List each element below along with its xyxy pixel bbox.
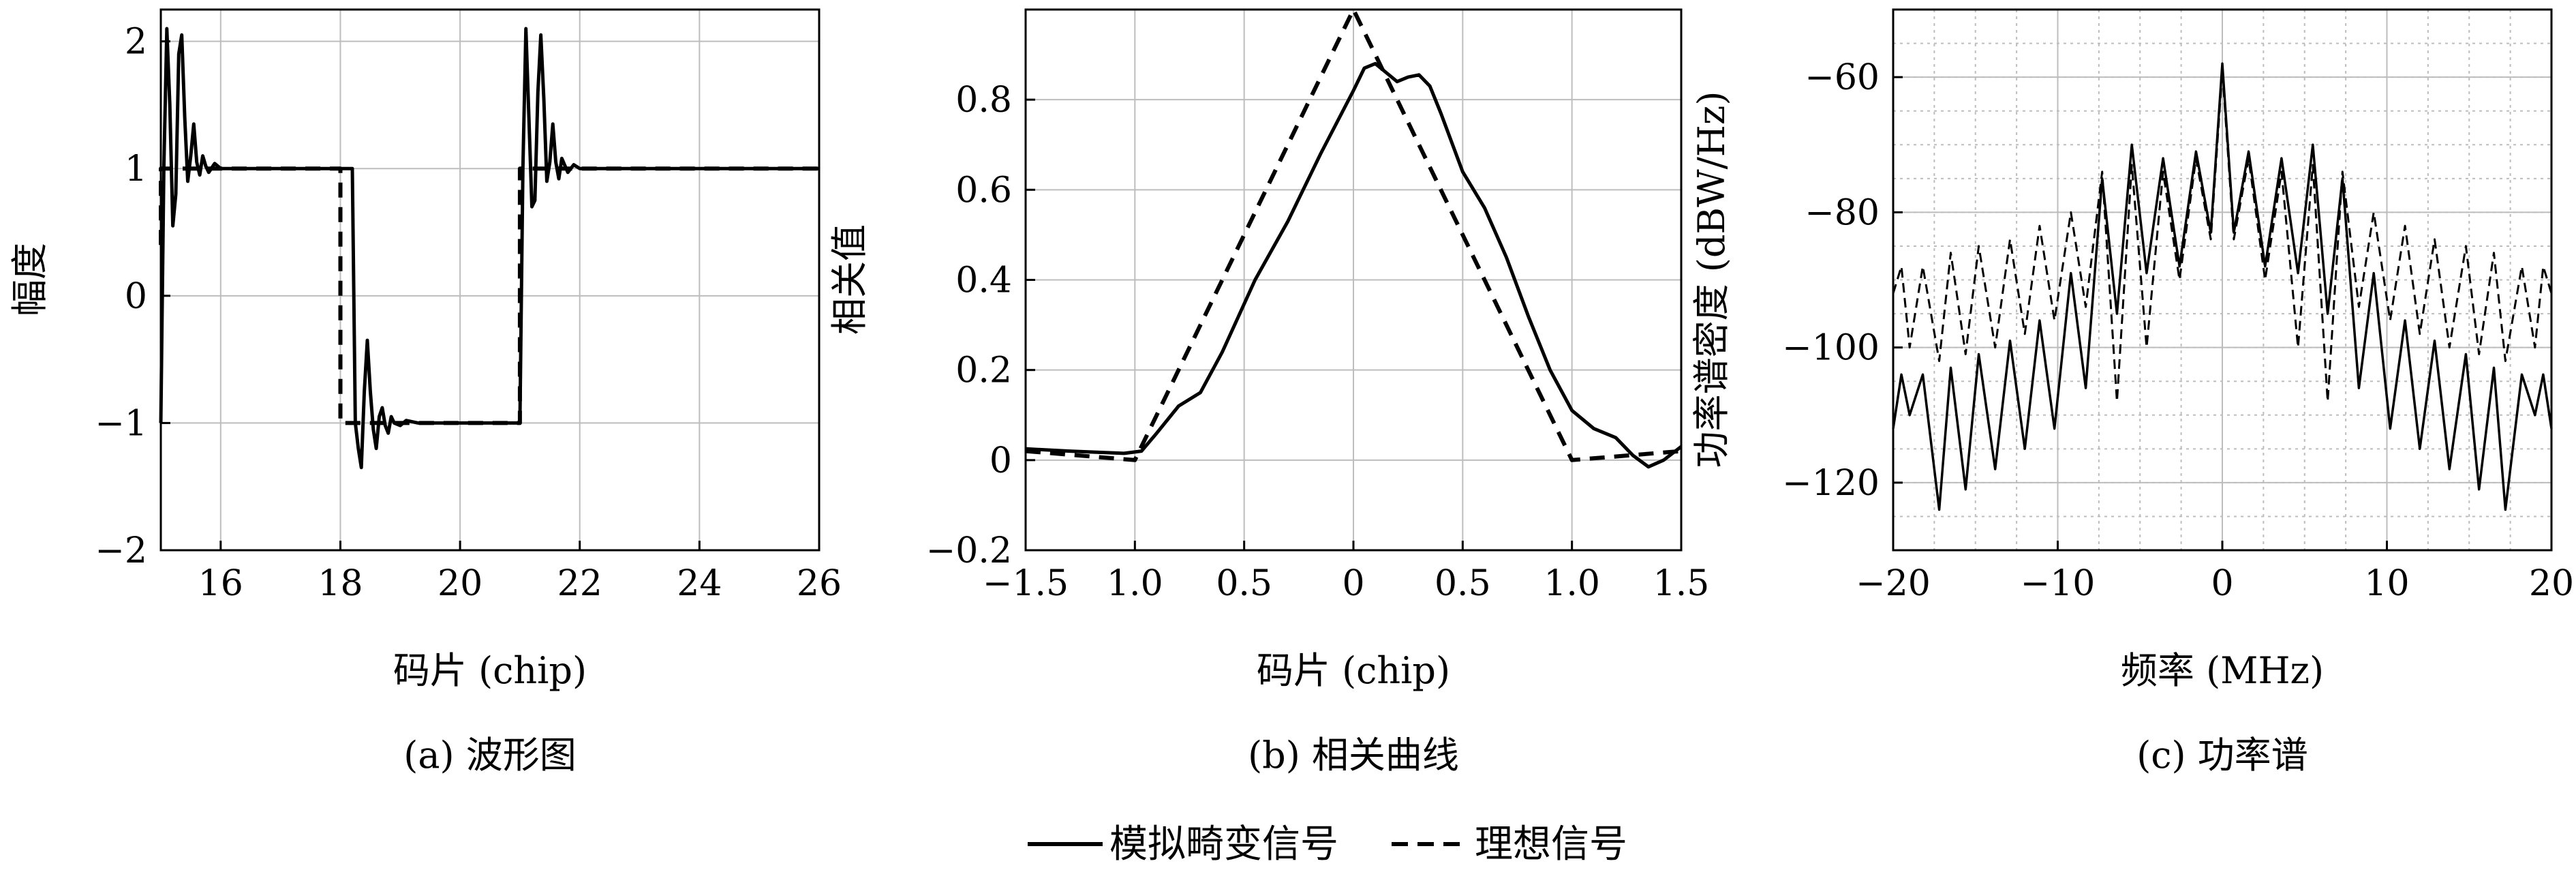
waveform-plot-frame <box>159 8 821 552</box>
waveform-x-tick-label: 16 <box>198 563 243 604</box>
waveform-ticks: 16 18 20 22 24 26 −2 −1 0 1 2 <box>95 22 842 604</box>
waveform-y-axis-label: 幅度 <box>8 243 51 316</box>
psd-panel: −20 −10 0 10 20−60−80−100−120 频率 (MHz) 功率谱密度… <box>1690 8 2574 777</box>
psd-ticks: −20 −10 0 10 20−60−80−100−120 <box>1782 57 2574 604</box>
correlation-x-axis-label: 码片 (chip) <box>1257 649 1450 692</box>
correlation-x-tick-label: −1.5 <box>983 563 1069 604</box>
waveform-grid <box>161 10 820 551</box>
psd-series-distorted-line <box>1892 62 2553 511</box>
legend: 模拟畸变信号 理想信号 <box>1028 822 1627 867</box>
correlation-x-tick-label: 0.5 <box>1216 563 1272 604</box>
psd-y-tick-label: −80 <box>1805 192 1880 233</box>
correlation-y-tick-label: 0.2 <box>955 350 1012 391</box>
psd-y-tick-label: −60 <box>1805 57 1880 98</box>
waveform-y-tick-label: 2 <box>125 22 147 63</box>
psd-x-tick-label: −10 <box>2021 563 2096 604</box>
waveform-y-tick-label: −1 <box>95 403 147 444</box>
waveform-y-tick-label: 1 <box>125 149 147 190</box>
waveform-x-tick-label: 24 <box>677 563 722 604</box>
psd-x-tick-label: −20 <box>1856 563 1931 604</box>
correlation-ticks: −1.5 1.0 0.5 0 0.5 1.0 1.5 −0.2 0 0.2 0.4 0.6 0.8 <box>926 80 1710 604</box>
waveform-x-tick-label: 22 <box>557 563 602 604</box>
waveform-x-axis-label: 码片 (chip) <box>393 649 587 692</box>
psd-x-tick-label: 10 <box>2364 563 2409 604</box>
correlation-y-tick-label: 0.8 <box>955 80 1012 121</box>
waveform-y-tick-label: 0 <box>125 276 147 317</box>
waveform-x-tick-label: 26 <box>797 563 842 604</box>
psd-x-tick-label: 0 <box>2211 563 2233 604</box>
psd-y-tick-label: −100 <box>1782 328 1880 369</box>
correlation-panel: −1.5 1.0 0.5 0 0.5 1.0 1.5 −0.2 0 0.2 0.4 0.6 0.8 码片… <box>828 7 1710 777</box>
psd-y-tick-label: −120 <box>1782 463 1880 504</box>
correlation-x-tick-label: 1.5 <box>1653 563 1710 604</box>
psd-caption: (c) 功率谱 <box>2136 734 2308 777</box>
correlation-y-tick-label: 0.4 <box>955 260 1012 301</box>
waveform-x-tick-label: 18 <box>318 563 363 604</box>
psd-y-axis-label: 功率谱密度 (dBW/Hz) <box>1690 91 1733 468</box>
correlation-caption: (b) 相关曲线 <box>1248 734 1459 777</box>
correlation-y-tick-label: 0 <box>990 440 1012 481</box>
psd-series-ideal-line <box>1892 69 2553 403</box>
psd-x-tick-label: 20 <box>2529 563 2574 604</box>
correlation-x-tick-label: 0.5 <box>1435 563 1491 604</box>
correlation-x-tick-label: 1.0 <box>1107 563 1163 604</box>
correlation-y-tick-label: 0.6 <box>955 170 1012 211</box>
correlation-y-tick-label: −0.2 <box>926 530 1012 571</box>
correlation-series-distorted-line <box>1025 61 1683 469</box>
psd-x-axis-label: 频率 (MHz) <box>2121 649 2324 692</box>
waveform-series-distorted-line <box>159 27 819 470</box>
legend-solid-label: 模拟畸变信号 <box>1109 822 1338 867</box>
waveform-y-tick-label: −2 <box>95 530 147 571</box>
waveform-panel: 16 18 20 22 24 26 −2 −1 0 1 2 码片 (chip) 幅度 (a) 波形图 <box>8 8 842 777</box>
correlation-y-axis-label: 相关值 <box>828 224 871 335</box>
psd-grid <box>1892 10 2552 550</box>
waveform-caption: (a) 波形图 <box>403 734 577 777</box>
waveform-series <box>159 27 819 470</box>
correlation-series <box>1025 7 1683 469</box>
correlation-x-tick-label: 1.0 <box>1544 563 1600 604</box>
legend-dashed-label: 理想信号 <box>1475 822 1627 867</box>
waveform-x-tick-label: 20 <box>438 563 482 604</box>
psd-series <box>1892 62 2553 511</box>
correlation-x-tick-label: 0 <box>1342 563 1364 604</box>
